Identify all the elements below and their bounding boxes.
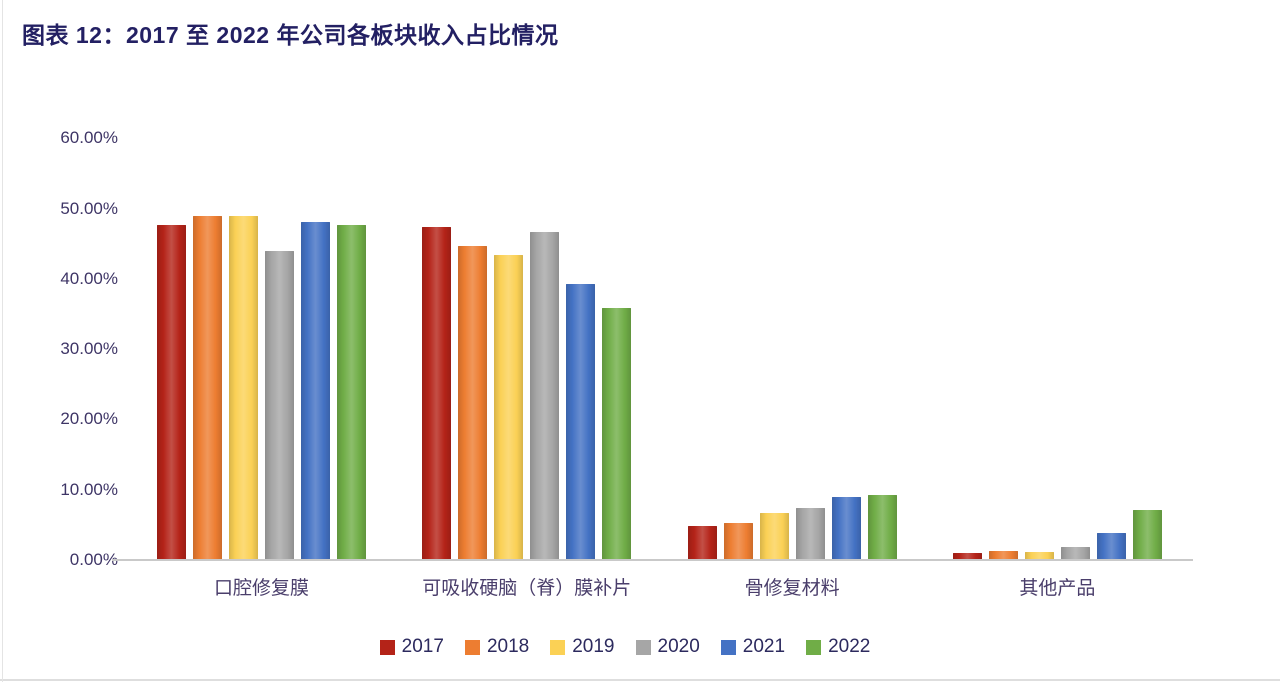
bar-2018-cat2 [723,523,753,560]
y-axis-tick-label: 50.00% [60,198,118,218]
legend-item-2019: 2019 [550,636,615,658]
bar-2020-cat2 [795,507,825,560]
y-axis-tick-label: 10.00% [60,479,118,499]
y-axis-tick-label: 0.00% [69,550,118,569]
legend-swatch-2021 [720,639,736,655]
y-axis-tick-label: 60.00% [60,128,118,148]
bar-2018-cat1 [458,246,488,560]
bar-2019-cat1 [494,254,524,560]
bar-2021-cat1 [566,283,596,560]
legend-label: 2018 [486,636,530,657]
legend-item-2018: 2018 [464,636,530,658]
bar-2019-cat3 [1024,552,1054,560]
page-left-border [2,0,3,682]
legend-item-2020: 2020 [635,636,700,658]
legend-swatch-2019 [550,639,566,655]
legend-label: 2022 [828,636,871,657]
legend-swatch-2020 [635,639,651,655]
x-axis-category-label: 可吸收硬脑（脊）膜补片 [422,578,632,599]
bar-2017-cat1 [422,226,452,560]
legend-item-2022: 2022 [806,636,870,658]
y-axis-tick-label: 40.00% [60,268,118,288]
page-bottom-border [0,679,1280,681]
bar-2022-cat1 [602,307,632,560]
legend-swatch-2018 [464,639,480,655]
legend-item-2021: 2021 [720,636,786,658]
bar-2017-cat0 [157,225,186,560]
bar-2019-cat2 [759,512,789,560]
x-axis-category-label: 骨修复材料 [744,578,840,599]
bar-2021-cat0 [301,221,330,560]
legend-item-2017: 2017 [379,636,444,658]
legend-swatch-2022 [806,639,822,655]
bar-2020-cat1 [530,231,560,560]
bar-2020-cat0 [265,250,294,560]
legend-label: 2017 [401,636,444,657]
legend-swatch-2017 [379,639,395,655]
bar-2021-cat2 [831,496,861,560]
y-axis-tick-label: 30.00% [60,339,118,359]
x-axis-category-label: 其他产品 [1019,578,1096,599]
bar-2017-cat3 [952,552,982,560]
bar-2022-cat0 [337,224,366,560]
x-axis-category-label: 口腔修复膜 [213,578,309,599]
bar-2019-cat0 [229,215,258,560]
bar-2022-cat3 [1132,510,1162,560]
bar-2018-cat0 [193,216,222,560]
bar-2017-cat2 [687,526,717,560]
chart-title: 图表 12：2017 至 2022 年公司各板块收入占比情况 [22,22,559,48]
legend-label: 2020 [657,636,700,657]
bar-2020-cat3 [1060,547,1090,560]
legend-label: 2019 [572,636,615,657]
bar-2018-cat3 [988,550,1018,560]
x-axis-line [112,559,1193,561]
bar-2021-cat3 [1096,533,1126,560]
chart-legend: 2017 2018 2019 2020 2021 2022 [0,636,1250,658]
y-axis-tick-label: 20.00% [60,409,118,429]
bar-2022-cat2 [867,495,897,560]
legend-label: 2021 [742,636,786,657]
